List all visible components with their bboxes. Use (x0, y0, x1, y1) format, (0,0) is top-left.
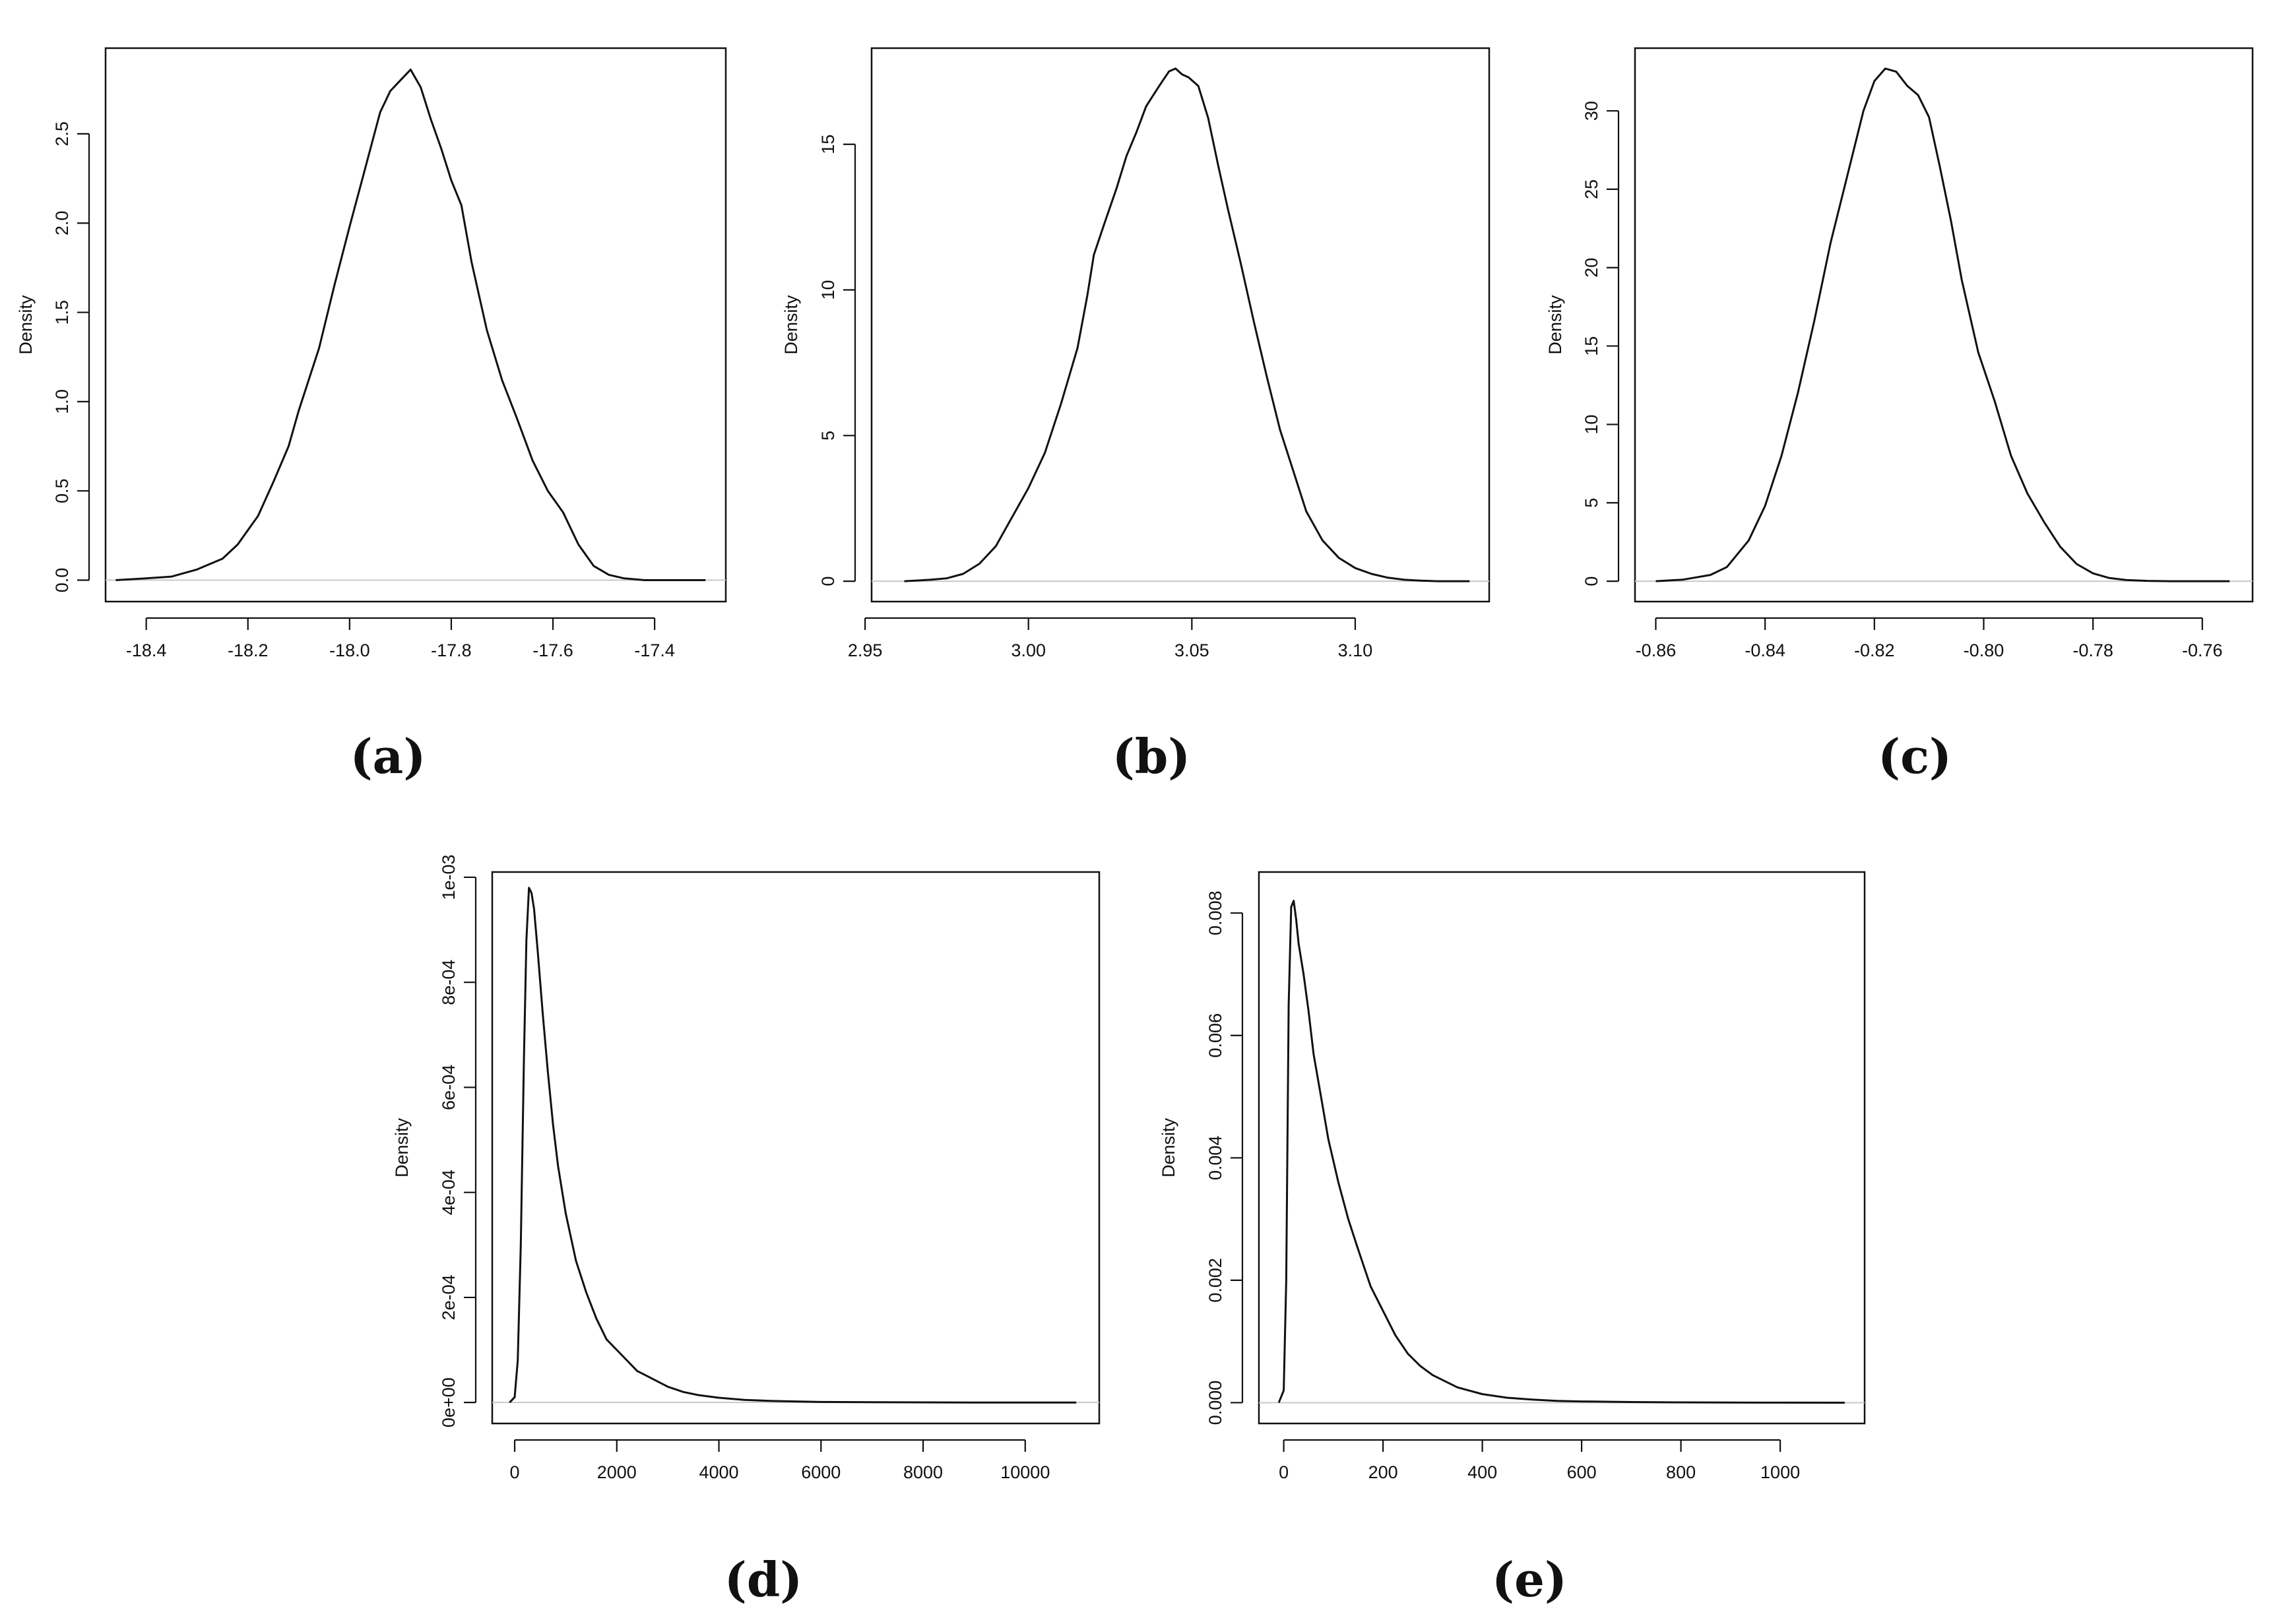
y-tick-label: 2.5 (52, 121, 72, 146)
panel-c: -0.86 -0.84 -0.82 -0.80 -0.78 -0.76 0 5 10 15 20 25… (1545, 47, 2254, 784)
x-tick-label: 1000 (1760, 1462, 1800, 1482)
plot-frame (1258, 871, 1866, 1425)
y-axis-title: Density (1545, 295, 1565, 355)
x-axis: -0.86 -0.84 -0.82 -0.80 -0.78 -0.76 (1636, 617, 2223, 660)
y-tick-label: 2.0 (52, 210, 72, 235)
x-tick-label: 800 (1666, 1462, 1696, 1482)
y-tick-label: 0.006 (1205, 1013, 1225, 1058)
x-tick-label: -18.4 (126, 640, 167, 660)
panel-a: -18.4 -18.2 -18.0 -17.8 -17.6 -17.4 0.0 0.5 1.0 1… (16, 47, 727, 784)
x-tick-label: 10000 (1000, 1462, 1050, 1482)
panel-label: (c) (1878, 728, 1952, 784)
panel-label: (e) (1492, 1551, 1567, 1608)
x-axis: 0 2000 4000 6000 8000 10000 (510, 1439, 1050, 1482)
y-tick-label: 10 (818, 280, 838, 299)
x-tick-label: -17.8 (431, 640, 472, 660)
y-axis: 0.0 0.5 1.0 1.5 2.0 2.5 (52, 121, 90, 593)
y-tick-label: 2e-04 (439, 1274, 459, 1320)
y-tick-label: 0.004 (1205, 1136, 1225, 1181)
y-tick-label: 25 (1582, 179, 1601, 199)
y-tick-label: 30 (1582, 101, 1601, 121)
panel-b: 2.95 3.00 3.05 3.10 0 5 10 15 Density (b) (781, 47, 1491, 784)
x-tick-label: -17.4 (634, 640, 675, 660)
x-tick-label: -18.2 (228, 640, 269, 660)
y-tick-label: 0e+00 (439, 1377, 459, 1427)
y-tick-label: 0 (818, 577, 838, 586)
y-axis: 0.000 0.002 0.004 0.006 0.008 (1205, 890, 1244, 1425)
panel-label: (d) (724, 1551, 802, 1608)
x-tick-label: 200 (1368, 1462, 1398, 1482)
x-tick-label: 600 (1567, 1462, 1597, 1482)
y-tick-label: 20 (1582, 258, 1601, 278)
x-tick-label: 3.00 (1011, 640, 1046, 660)
x-tick-label: 8000 (903, 1462, 943, 1482)
x-tick-label: -0.80 (1964, 640, 2004, 660)
y-tick-label: 8e-04 (439, 960, 459, 1005)
x-tick-label: -0.84 (1745, 640, 1785, 660)
y-axis-title: Density (1159, 1117, 1178, 1177)
plot-frame (870, 47, 1491, 603)
y-tick-label: 10 (1582, 414, 1601, 434)
panel-d: 0 2000 4000 6000 8000 10000 0e+00 2e-04 4e-04 6e-… (392, 854, 1101, 1608)
x-tick-label: 400 (1467, 1462, 1497, 1482)
y-tick-label: 0.0 (52, 568, 72, 593)
y-tick-label: 5 (818, 431, 838, 441)
x-tick-label: 2000 (597, 1462, 637, 1482)
x-tick-label: -17.6 (532, 640, 573, 660)
y-tick-label: 0 (1582, 577, 1601, 586)
x-tick-label: -18.0 (329, 640, 370, 660)
y-axis-title: Density (16, 295, 36, 355)
y-tick-label: 0.008 (1205, 890, 1225, 935)
plot-frame (491, 871, 1101, 1425)
x-axis: -18.4 -18.2 -18.0 -17.8 -17.6 -17.4 (126, 617, 675, 660)
y-tick-label: 1e-03 (439, 854, 459, 900)
y-tick-label: 1.0 (52, 389, 72, 414)
x-tick-label: -0.78 (2072, 640, 2113, 660)
x-tick-label: 6000 (801, 1462, 841, 1482)
x-tick-label: -0.86 (1636, 640, 1677, 660)
x-tick-label: -0.76 (2182, 640, 2223, 660)
density-curve (1655, 67, 2230, 582)
panel-label: (a) (350, 728, 426, 784)
x-tick-label: 3.05 (1174, 640, 1209, 660)
plot-frame (1634, 47, 2254, 603)
panel-e: 0 200 400 600 800 10000.0000.0020.0040.0060.0… (1159, 871, 1866, 1608)
x-axis: 2.95 3.00 3.05 3.10 (848, 617, 1373, 660)
y-tick-label: 0.002 (1205, 1258, 1225, 1303)
x-tick-label: 0 (1279, 1462, 1289, 1482)
x-tick-label: 4000 (699, 1462, 739, 1482)
panel-label: (b) (1112, 728, 1190, 784)
density-curve (115, 69, 706, 581)
y-tick-label: 6e-04 (439, 1065, 459, 1110)
x-tick-label: 3.10 (1338, 640, 1373, 660)
y-axis-title: Density (392, 1117, 412, 1177)
y-axis: 0 5 10 15 (818, 135, 856, 586)
density-curve (1277, 900, 1845, 1404)
y-axis-title: Density (781, 295, 801, 355)
x-tick-label: 2.95 (848, 640, 883, 660)
x-tick-label: -0.82 (1854, 640, 1895, 660)
x-tick-label: 0 (510, 1462, 520, 1482)
y-tick-label: 0.5 (52, 478, 72, 503)
y-tick-label: 5 (1582, 498, 1601, 508)
y-tick-label: 1.5 (52, 300, 72, 325)
x-axis: 0 200 400 600 800 1000 (1279, 1439, 1800, 1482)
y-axis: 0e+00 2e-04 4e-04 6e-04 8e-04 1e-03 (439, 854, 477, 1427)
y-axis: 0 5 10 15 20 25 30 (1582, 101, 1620, 586)
plot-frame (104, 47, 727, 603)
density-curve (509, 887, 1077, 1404)
y-tick-label: 15 (818, 135, 838, 154)
density-curve (904, 67, 1470, 582)
y-tick-label: 0.000 (1205, 1381, 1225, 1425)
y-tick-label: 4e-04 (439, 1170, 459, 1215)
y-tick-label: 15 (1582, 336, 1601, 356)
